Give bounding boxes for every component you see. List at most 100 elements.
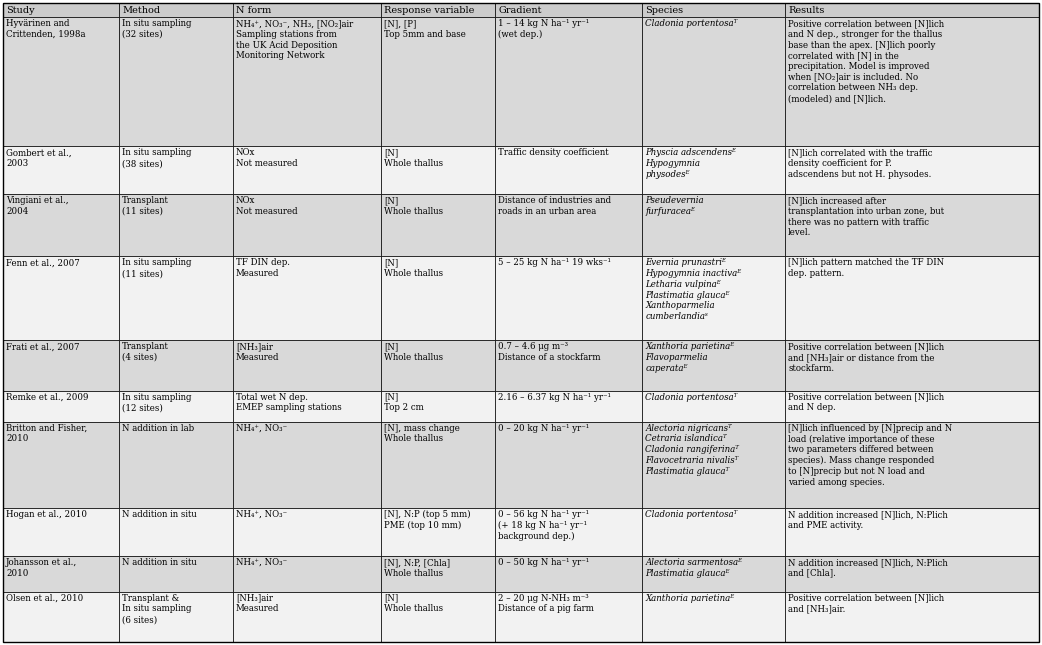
Text: In situ sampling
(12 sites): In situ sampling (12 sites) xyxy=(122,393,192,412)
Text: Remke et al., 2009: Remke et al., 2009 xyxy=(6,393,89,402)
Text: In situ sampling
(32 sites): In situ sampling (32 sites) xyxy=(122,19,192,39)
Text: NH₄⁺, NO₃⁻: NH₄⁺, NO₃⁻ xyxy=(235,558,288,567)
Text: N addition in lab: N addition in lab xyxy=(122,424,194,433)
Bar xyxy=(233,556,381,591)
Text: Frati et al., 2007: Frati et al., 2007 xyxy=(6,342,79,352)
Text: 0 – 56 kg N ha⁻¹ yr⁻¹
(+ 18 kg N ha⁻¹ yr⁻¹
background dep.): 0 – 56 kg N ha⁻¹ yr⁻¹ (+ 18 kg N ha⁻¹ yr… xyxy=(498,510,589,541)
Text: N addition increased [N]lich, N:Plich
and [Chla].: N addition increased [N]lich, N:Plich an… xyxy=(788,558,948,577)
Bar xyxy=(233,422,381,508)
Bar xyxy=(381,391,495,422)
Text: [NH₃]air
Measured: [NH₃]air Measured xyxy=(235,593,279,613)
Text: Physcia adscendensᴱ
Hypogymnia
physodesᴱ: Physcia adscendensᴱ Hypogymnia physodesᴱ xyxy=(645,148,737,179)
Bar xyxy=(495,391,642,422)
Text: Positive correlation between [N]lich
and [NH₃]air or distance from the
stockfarm: Positive correlation between [N]lich and… xyxy=(788,342,944,373)
Text: N addition in situ: N addition in situ xyxy=(122,510,197,519)
Bar xyxy=(3,422,119,508)
Bar xyxy=(495,341,642,391)
Bar xyxy=(786,257,1039,341)
Text: [N]lich pattern matched the TF DIN
dep. pattern.: [N]lich pattern matched the TF DIN dep. … xyxy=(788,259,944,278)
Bar xyxy=(233,3,381,17)
Bar xyxy=(786,146,1039,194)
Bar xyxy=(381,146,495,194)
Text: Alectoria sarmentosaᴱ
Plastimatia glaucaᴱ: Alectoria sarmentosaᴱ Plastimatia glauca… xyxy=(645,558,742,577)
Bar xyxy=(119,146,233,194)
Bar xyxy=(786,422,1039,508)
Text: NOx
Not measured: NOx Not measured xyxy=(235,148,298,168)
Bar xyxy=(495,194,642,257)
Bar xyxy=(495,257,642,341)
Bar xyxy=(495,422,642,508)
Bar xyxy=(233,341,381,391)
Bar xyxy=(381,508,495,556)
Text: Response variable: Response variable xyxy=(384,6,474,15)
Text: NH₄⁺, NO₃⁻: NH₄⁺, NO₃⁻ xyxy=(235,510,288,519)
Bar xyxy=(786,591,1039,642)
Text: 0.7 – 4.6 μg m⁻³
Distance of a stockfarm: 0.7 – 4.6 μg m⁻³ Distance of a stockfarm xyxy=(498,342,600,362)
Text: Study: Study xyxy=(6,6,34,15)
Bar xyxy=(786,508,1039,556)
Text: 2 – 20 μg N-NH₃ m⁻³
Distance of a pig farm: 2 – 20 μg N-NH₃ m⁻³ Distance of a pig fa… xyxy=(498,593,594,613)
Text: [N]lich influenced by [N]precip and N
load (relative importance of these
two par: [N]lich influenced by [N]precip and N lo… xyxy=(788,424,952,487)
Bar xyxy=(786,194,1039,257)
Bar xyxy=(786,3,1039,17)
Text: In situ sampling
(38 sites): In situ sampling (38 sites) xyxy=(122,148,192,168)
Text: Positive correlation between [N]lich
and N dep.: Positive correlation between [N]lich and… xyxy=(788,393,944,412)
Bar xyxy=(3,556,119,591)
Bar xyxy=(3,391,119,422)
Text: Vingiani et al.,
2004: Vingiani et al., 2004 xyxy=(6,196,69,216)
Text: Olsen et al., 2010: Olsen et al., 2010 xyxy=(6,593,83,602)
Bar xyxy=(642,194,786,257)
Text: NOx
Not measured: NOx Not measured xyxy=(235,196,298,216)
Bar xyxy=(119,341,233,391)
Text: 2.16 – 6.37 kg N ha⁻¹ yr⁻¹: 2.16 – 6.37 kg N ha⁻¹ yr⁻¹ xyxy=(498,393,611,402)
Text: [N]
Whole thallus: [N] Whole thallus xyxy=(384,593,443,613)
Bar xyxy=(233,146,381,194)
Bar xyxy=(119,508,233,556)
Text: Transplant
(11 sites): Transplant (11 sites) xyxy=(122,196,169,216)
Bar xyxy=(119,257,233,341)
Text: Hyvärinen and
Crittenden, 1998a: Hyvärinen and Crittenden, 1998a xyxy=(6,19,85,39)
Bar xyxy=(642,391,786,422)
Text: [N], [P]
Top 5mm and base: [N], [P] Top 5mm and base xyxy=(384,19,466,39)
Bar xyxy=(119,422,233,508)
Bar xyxy=(381,257,495,341)
Text: [N], N:P (top 5 mm)
PME (top 10 mm): [N], N:P (top 5 mm) PME (top 10 mm) xyxy=(384,510,471,530)
Bar xyxy=(233,508,381,556)
Bar xyxy=(3,17,119,146)
Text: Gombert et al.,
2003: Gombert et al., 2003 xyxy=(6,148,72,168)
Bar xyxy=(119,17,233,146)
Text: Xanthoria parietinaᴱ: Xanthoria parietinaᴱ xyxy=(645,593,735,602)
Bar xyxy=(233,17,381,146)
Text: Method: Method xyxy=(122,6,160,15)
Text: In situ sampling
(11 sites): In situ sampling (11 sites) xyxy=(122,259,192,278)
Text: 1 – 14 kg N ha⁻¹ yr⁻¹
(wet dep.): 1 – 14 kg N ha⁻¹ yr⁻¹ (wet dep.) xyxy=(498,19,590,39)
Bar xyxy=(119,3,233,17)
Bar xyxy=(642,556,786,591)
Text: Positive correlation between [N]lich
and N dep., stronger for the thallus
base t: Positive correlation between [N]lich and… xyxy=(788,19,944,103)
Bar xyxy=(3,591,119,642)
Bar xyxy=(495,591,642,642)
Bar xyxy=(381,422,495,508)
Text: Fenn et al., 2007: Fenn et al., 2007 xyxy=(6,259,80,268)
Text: Transplant
(4 sites): Transplant (4 sites) xyxy=(122,342,169,362)
Text: [N], mass change
Whole thallus: [N], mass change Whole thallus xyxy=(384,424,460,444)
Text: 0 – 50 kg N ha⁻¹ yr⁻¹: 0 – 50 kg N ha⁻¹ yr⁻¹ xyxy=(498,558,590,567)
Text: TF DIN dep.
Measured: TF DIN dep. Measured xyxy=(235,259,290,278)
Bar xyxy=(495,17,642,146)
Text: Transplant &
In situ sampling
(6 sites): Transplant & In situ sampling (6 sites) xyxy=(122,593,192,624)
Text: NH₄⁺, NO₃⁻, NH₃, [NO₂]air
Sampling stations from
the UK Acid Deposition
Monitori: NH₄⁺, NO₃⁻, NH₃, [NO₂]air Sampling stati… xyxy=(235,19,353,60)
Bar xyxy=(381,341,495,391)
Bar xyxy=(381,591,495,642)
Text: Positive correlation between [N]lich
and [NH₃]air.: Positive correlation between [N]lich and… xyxy=(788,593,944,613)
Bar xyxy=(119,556,233,591)
Bar xyxy=(3,508,119,556)
Bar xyxy=(786,341,1039,391)
Bar xyxy=(3,341,119,391)
Bar xyxy=(381,194,495,257)
Bar xyxy=(642,591,786,642)
Text: Total wet N dep.
EMEP sampling stations: Total wet N dep. EMEP sampling stations xyxy=(235,393,342,412)
Bar xyxy=(3,3,119,17)
Text: [N]lich correlated with the traffic
density coefficient for P.
adscendens but no: [N]lich correlated with the traffic dens… xyxy=(788,148,933,179)
Text: 5 – 25 kg N ha⁻¹ 19 wks⁻¹: 5 – 25 kg N ha⁻¹ 19 wks⁻¹ xyxy=(498,259,611,268)
Text: [N], N:P, [Chla]
Whole thallus: [N], N:P, [Chla] Whole thallus xyxy=(384,558,450,577)
